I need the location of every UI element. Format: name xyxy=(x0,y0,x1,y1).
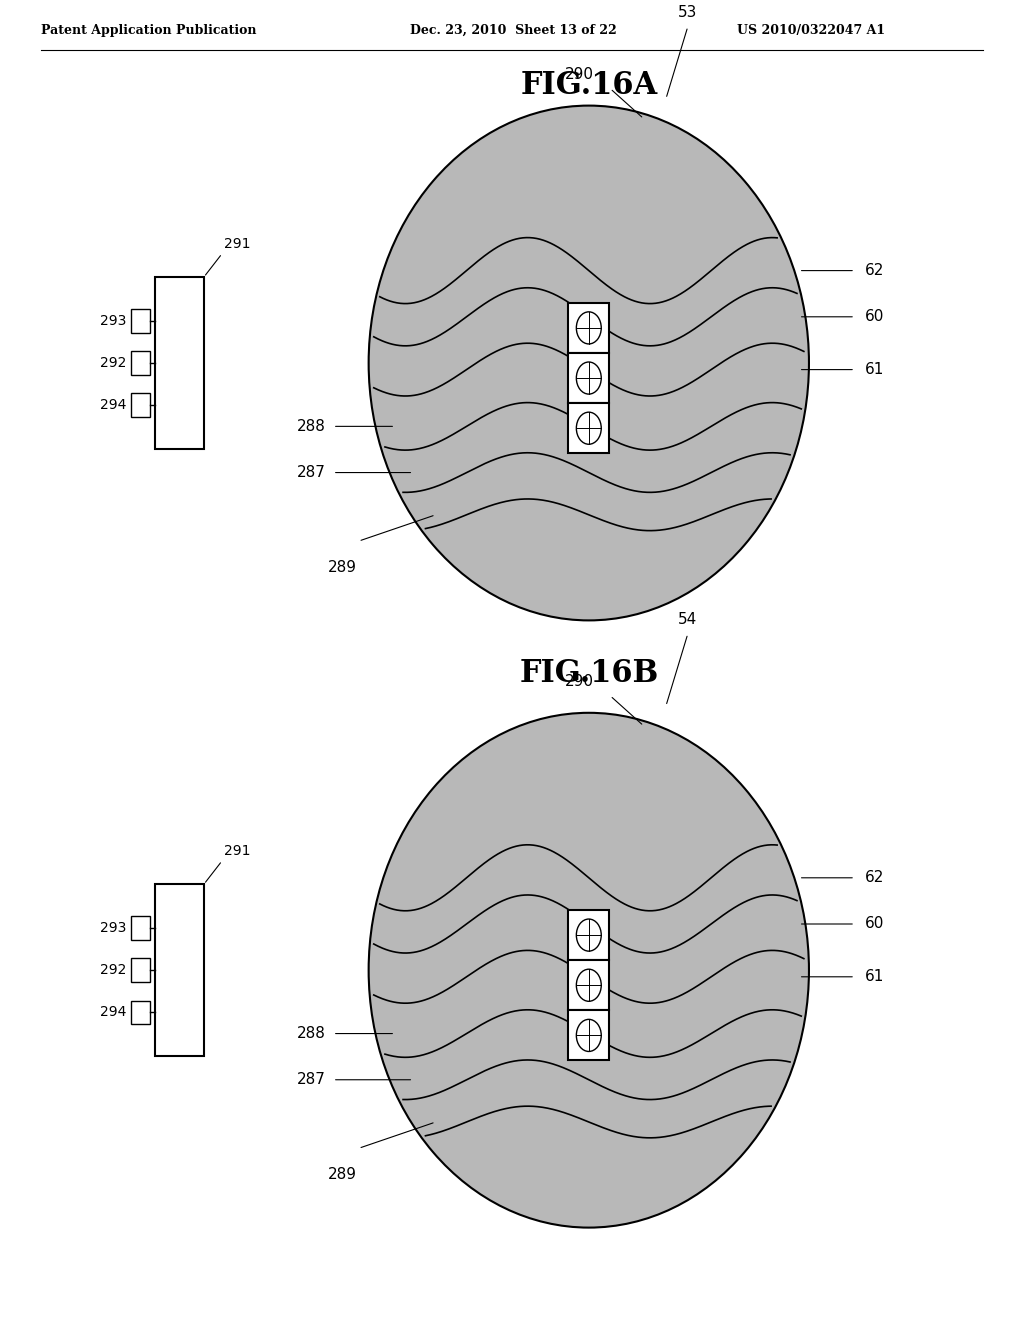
Text: 60: 60 xyxy=(865,309,885,325)
Bar xyxy=(568,960,609,1010)
Text: 293: 293 xyxy=(99,921,126,935)
Bar xyxy=(131,309,150,333)
Ellipse shape xyxy=(369,106,809,620)
Text: 290: 290 xyxy=(565,675,594,689)
Text: Patent Application Publication: Patent Application Publication xyxy=(41,24,256,37)
Bar xyxy=(568,302,609,352)
Text: 53: 53 xyxy=(678,5,697,20)
Bar xyxy=(568,1010,609,1060)
Text: Dec. 23, 2010  Sheet 13 of 22: Dec. 23, 2010 Sheet 13 of 22 xyxy=(410,24,616,37)
Bar xyxy=(131,351,150,375)
Text: 54: 54 xyxy=(678,612,697,627)
Text: 287: 287 xyxy=(297,465,326,480)
Text: 289: 289 xyxy=(328,560,356,576)
Text: 288: 288 xyxy=(297,1026,326,1041)
Text: 291: 291 xyxy=(224,843,251,858)
Ellipse shape xyxy=(369,713,809,1228)
Text: 61: 61 xyxy=(865,969,885,985)
Bar xyxy=(131,393,150,417)
Text: 294: 294 xyxy=(99,399,126,412)
Text: 292: 292 xyxy=(99,356,126,370)
Text: 62: 62 xyxy=(865,870,885,886)
Bar xyxy=(568,352,609,403)
Bar xyxy=(131,1001,150,1024)
Text: 287: 287 xyxy=(297,1072,326,1088)
Bar xyxy=(568,403,609,453)
Bar xyxy=(131,958,150,982)
Bar xyxy=(155,277,204,449)
Text: 62: 62 xyxy=(865,263,885,279)
Text: FIG.16B: FIG.16B xyxy=(519,657,658,689)
Text: 291: 291 xyxy=(224,236,251,251)
Text: 61: 61 xyxy=(865,362,885,378)
Text: 294: 294 xyxy=(99,1006,126,1019)
Bar xyxy=(568,909,609,960)
Text: US 2010/0322047 A1: US 2010/0322047 A1 xyxy=(737,24,886,37)
Text: 288: 288 xyxy=(297,418,326,434)
Text: 60: 60 xyxy=(865,916,885,932)
Text: FIG.16A: FIG.16A xyxy=(520,70,657,102)
Text: 289: 289 xyxy=(328,1167,356,1183)
Text: 293: 293 xyxy=(99,314,126,327)
Text: 292: 292 xyxy=(99,964,126,977)
Bar xyxy=(155,884,204,1056)
Bar xyxy=(131,916,150,940)
Text: 290: 290 xyxy=(565,67,594,82)
